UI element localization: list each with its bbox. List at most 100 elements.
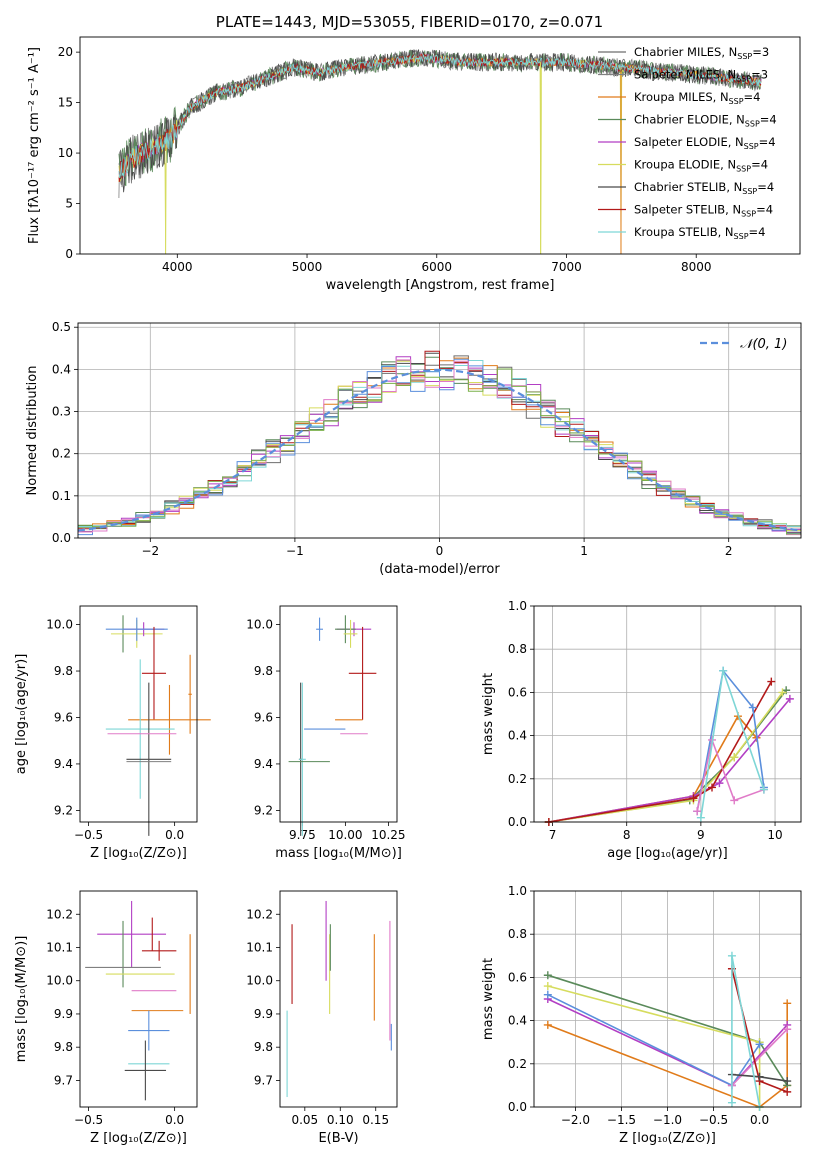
legend-label: Kroupa MILES, NSSP=4 (634, 90, 760, 106)
weight-marker (719, 666, 728, 675)
weight-marker (783, 1087, 792, 1096)
weight-marker (727, 1098, 736, 1107)
y-tick-label: 9.7 (254, 1073, 273, 1087)
plot-frame (279, 890, 398, 1108)
y-axis-label: mass [log₁₀(M/M⊙)] (14, 936, 29, 1063)
y-tick-label: 0.8 (508, 642, 527, 656)
y-tick-label: 0.4 (508, 1014, 527, 1028)
y-tick-label: 0.1 (52, 489, 71, 503)
weight-marker (783, 1077, 792, 1086)
x-axis-label: wavelength [Angstrom, rest frame] (326, 278, 555, 293)
y-tick-label: 10 (58, 146, 73, 160)
x-axis-label: mass [log₁₀(M/M⊙)] (275, 846, 402, 861)
legend-label: Chabrier ELODIE, NSSP=4 (634, 113, 777, 129)
x-tick-label: 7000 (551, 260, 582, 274)
weight-marker (543, 990, 552, 999)
x-tick-label: 0 (436, 544, 444, 558)
y-tick-label: 0.4 (52, 362, 71, 376)
figure-title: PLATE=1443, MJD=53055, FIBERID=0170, z=0… (215, 13, 604, 31)
legend-label: Chabrier MILES, NSSP=3 (634, 45, 769, 61)
x-tick-label: 0.05 (291, 1113, 318, 1127)
weight-marker (543, 971, 552, 980)
y-tick-label: 9.9 (54, 1007, 73, 1021)
y-tick-label: 9.6 (254, 710, 273, 724)
weight-marker (755, 1072, 764, 1081)
y-tick-label: 0.6 (508, 685, 527, 699)
y-tick-label: 0.2 (508, 772, 527, 786)
weight-marker (778, 688, 787, 697)
y-tick-label: 9.4 (54, 757, 73, 771)
x-tick-label: −1 (286, 544, 304, 558)
y-tick-label: 10.2 (46, 907, 73, 921)
y-axis-label: Normed distribution (25, 366, 40, 496)
y-tick-label: 0.4 (508, 729, 527, 743)
legend-label: 𝒩(0, 1) (740, 337, 787, 352)
weight-line (696, 668, 765, 812)
y-tick-label: 10.2 (246, 907, 273, 921)
y-tick-label: 0.5 (52, 320, 71, 334)
x-tick-label: 5000 (292, 260, 323, 274)
y-tick-label: 9.8 (54, 1040, 73, 1054)
weight-line (696, 737, 765, 812)
x-axis-label: (data-model)/error (379, 562, 500, 577)
y-tick-label: 9.9 (254, 1007, 273, 1021)
x-tick-label: 8000 (681, 260, 712, 274)
y-tick-label: 20 (58, 45, 73, 59)
weight-marker (708, 783, 716, 792)
x-tick-label: 0.0 (750, 1113, 769, 1127)
y-tick-label: 5 (65, 197, 73, 211)
x-tick-label: 0.0 (165, 1113, 184, 1127)
weight-marker (727, 951, 736, 960)
weight-marker (543, 1020, 552, 1029)
y-tick-label: 1.0 (508, 884, 527, 898)
x-tick-label: 10.00 (328, 828, 362, 842)
histogram-step (78, 359, 801, 536)
weight-marker (767, 677, 776, 686)
x-tick-label: −0.5 (74, 828, 103, 842)
x-tick-label: 9 (697, 828, 705, 842)
x-tick-label: 6000 (421, 260, 452, 274)
x-tick-label: −2 (141, 544, 159, 558)
y-tick-label: 15 (58, 96, 73, 110)
y-axis-label: mass weight (481, 673, 496, 755)
legend-label: Salpeter ELODIE, NSSP=4 (634, 135, 776, 151)
y-tick-label: 0 (65, 247, 73, 261)
spectrum-line (118, 53, 762, 255)
weight-line (731, 955, 761, 1108)
y-tick-label: 10.0 (246, 974, 273, 988)
plot-frame (79, 890, 198, 1108)
y-tick-label: 10.0 (46, 974, 73, 988)
y-tick-label: 1.0 (508, 599, 527, 613)
y-tick-label: 10.1 (46, 940, 73, 954)
x-tick-label: −0.5 (74, 1113, 103, 1127)
weight-marker (748, 703, 757, 712)
histogram-step (78, 368, 801, 535)
plot-frame (533, 605, 802, 823)
weight-line (547, 1003, 788, 1108)
x-tick-label: 1 (580, 544, 588, 558)
y-tick-label: 9.4 (254, 757, 273, 771)
x-axis-label: Z [log₁₀(Z/Z⊙)] (90, 846, 187, 861)
y-tick-label: 9.8 (254, 664, 273, 678)
legend-label: Kroupa ELODIE, NSSP=4 (634, 158, 768, 174)
x-axis-label: Z [log₁₀(Z/Z⊙)] (619, 1131, 716, 1146)
x-axis-label: age [log₁₀(age/yr)] (607, 846, 728, 861)
x-axis-label: Z [log₁₀(Z/Z⊙)] (90, 1131, 187, 1146)
y-tick-label: 9.2 (54, 803, 73, 817)
x-axis-label: E(B-V) (318, 1131, 358, 1146)
plot-frame (279, 605, 398, 823)
y-tick-label: 0.8 (508, 927, 527, 941)
weight-marker (755, 1040, 764, 1049)
spectrum-line (118, 54, 762, 178)
weight-line (548, 691, 784, 823)
weight-marker (759, 785, 768, 794)
normal-curve (77, 368, 802, 532)
y-tick-label: 0.0 (52, 531, 71, 545)
y-tick-label: 10.0 (246, 618, 273, 632)
weight-marker (785, 694, 794, 703)
weight-marker (783, 1025, 792, 1034)
y-tick-label: 9.8 (254, 1040, 273, 1054)
y-axis-label: age [log₁₀(age/yr)] (14, 654, 29, 775)
legend-label: Kroupa STELIB, NSSP=4 (634, 225, 765, 241)
